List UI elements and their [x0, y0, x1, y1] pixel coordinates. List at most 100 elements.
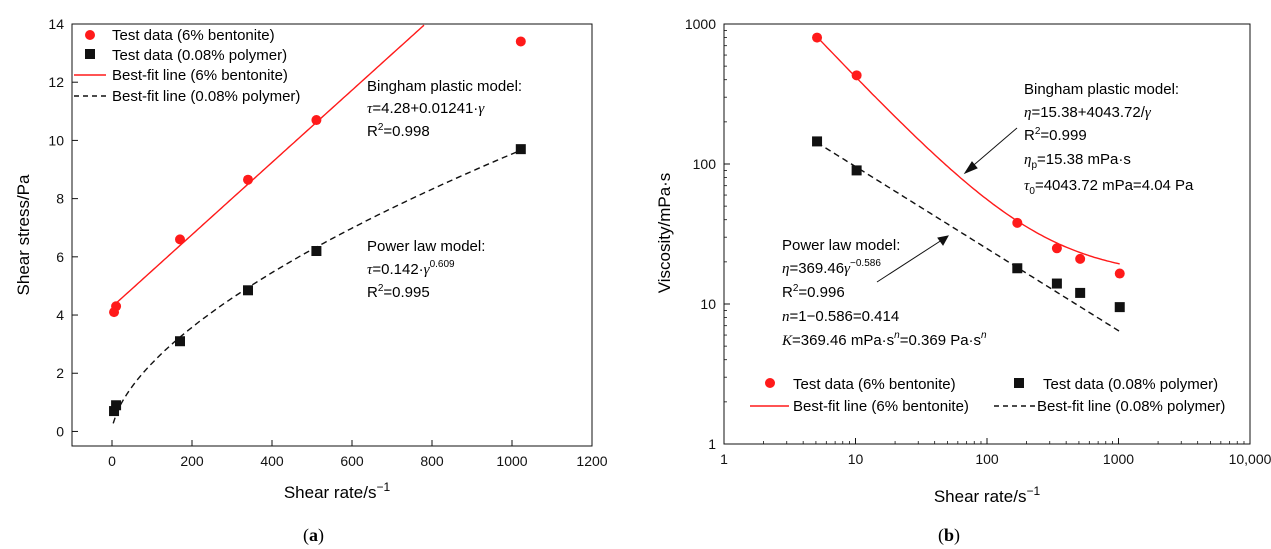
- annotation-equation: η=15.38+4043.72/γ: [1024, 104, 1152, 121]
- annotation-title: Power law model:: [782, 237, 900, 254]
- data-point-polymer: [1075, 287, 1086, 298]
- panel-a-caption: (a): [303, 525, 324, 546]
- data-point-polymer: [1114, 302, 1125, 313]
- panel-b-x-axis-label: Shear rate/s−1: [934, 484, 1041, 506]
- annotation-r2: R2=0.996: [782, 283, 845, 301]
- panel-b-bingham-annotation: Bingham plastic model: η=15.38+4043.72/γ…: [1024, 81, 1194, 197]
- data-point-bentonite: [1114, 268, 1125, 279]
- x-tick-label: 10,000: [1229, 451, 1271, 467]
- panel-b-caption: (b): [938, 525, 960, 546]
- data-point-polymer: [851, 165, 862, 176]
- legend-label-bentonite: Test data (6% bentonite): [793, 376, 956, 393]
- panel-b-power-annotation: Power law model: η=369.46γ−0.586 R2=0.99…: [781, 237, 987, 349]
- data-point-bentonite: [1075, 253, 1086, 264]
- data-point-polymer: [812, 136, 823, 147]
- data-point-bentonite: [1012, 217, 1023, 228]
- annotation-r2: R2=0.999: [1024, 126, 1087, 144]
- data-point-bentonite: [1051, 243, 1062, 254]
- y-tick-label: 100: [693, 156, 717, 172]
- y-tick-label: 1: [708, 436, 716, 452]
- arrow-power-head: [937, 235, 949, 246]
- panel-b-legend: Test data (6% bentonite) Test data (0.08…: [750, 376, 1225, 415]
- x-tick-label: 1200: [576, 453, 607, 469]
- data-point-polymer: [109, 406, 120, 417]
- y-tick-label: 6: [56, 249, 64, 265]
- legend-marker-bentonite: [765, 378, 775, 388]
- annotation-equation: η=369.46γ−0.586: [782, 258, 881, 277]
- annotation-k: K=369.46 mPa·sn=0.369 Pa·sn: [781, 330, 987, 349]
- arrow-bingham: [967, 127, 1018, 171]
- y-tick-label: 10: [48, 132, 64, 148]
- panel-b-y-axis-label: Viscosity/mPa·s: [655, 173, 674, 294]
- panel-a-bingham-annotation: Bingham plastic model: τ=4.28+0.01241·γ …: [367, 78, 522, 140]
- caption-letter-b: b: [944, 525, 954, 545]
- y-tick-label: 4: [56, 307, 64, 323]
- fit-line-bentonite: [816, 36, 1120, 265]
- x-tick-label: 600: [340, 453, 364, 469]
- x-tick-label: 1000: [1103, 451, 1134, 467]
- panel-b: 1 10 100 1000 10,000 1 10 100 1000 Bingham plast…: [655, 16, 1271, 546]
- panel-b-arrows: [876, 127, 1018, 283]
- x-tick-label: 200: [180, 453, 204, 469]
- legend-label-fit-bentonite: Best-fit line (6% bentonite): [793, 398, 969, 415]
- data-point-bentonite: [243, 174, 253, 185]
- annotation-title: Power law model:: [367, 238, 485, 255]
- annotation-title: Bingham plastic model:: [367, 78, 522, 95]
- annotation-eta-p: ηp=15.38 mPa·s: [1024, 151, 1131, 171]
- legend-label-fit-polymer: Best-fit line (0.08% polymer): [112, 88, 300, 105]
- y-tick-label: 14: [48, 16, 64, 32]
- fit-line-polymer: [112, 149, 522, 424]
- annotation-equation: τ=0.142·γ0.609: [367, 259, 455, 278]
- y-tick-label: 12: [48, 74, 64, 90]
- panel-a-y-axis-label: Shear stress/Pa: [14, 174, 33, 295]
- x-tick-label: 10: [848, 451, 864, 467]
- y-tick-label: 10: [700, 296, 716, 312]
- arrow-power: [876, 237, 946, 283]
- panel-a-legend: Test data (6% bentonite) Test data (0.08…: [74, 27, 300, 105]
- panel-a-marks: 0 200 400 600 800 1000 1200 0 2 4 6 8 10 12 14: [48, 16, 607, 469]
- legend-marker-polymer: [85, 49, 95, 59]
- panel-a: 0 200 400 600 800 1000 1200 0 2 4 6 8 10 12 14 Test da…: [14, 16, 608, 546]
- data-point-bentonite: [111, 301, 122, 312]
- data-point-bentonite: [812, 32, 823, 43]
- legend-label-fit-bentonite: Best-fit line (6% bentonite): [112, 67, 288, 84]
- data-point-polymer: [243, 285, 253, 296]
- data-point-bentonite: [311, 115, 322, 126]
- panel-a-power-annotation: Power law model: τ=0.142·γ0.609 R2=0.995: [367, 238, 485, 301]
- annotation-title: Bingham plastic model:: [1024, 81, 1179, 98]
- data-point-polymer: [311, 246, 322, 257]
- y-tick-label: 2: [56, 365, 64, 381]
- y-tick-label: 8: [56, 191, 64, 207]
- x-tick-label: 400: [260, 453, 284, 469]
- annotation-r2: R2=0.995: [367, 283, 430, 301]
- legend-marker-bentonite: [85, 30, 95, 40]
- data-point-bentonite: [175, 234, 185, 245]
- legend-marker-polymer: [1014, 378, 1024, 388]
- data-point-bentonite: [851, 70, 862, 81]
- legend-label-bentonite: Test data (6% bentonite): [112, 27, 275, 44]
- data-point-polymer: [1051, 278, 1062, 289]
- x-tick-label: 100: [975, 451, 999, 467]
- data-point-polymer: [111, 400, 122, 411]
- data-point-polymer: [515, 144, 526, 155]
- x-tick-label: 0: [108, 453, 116, 469]
- arrow-bingham-head: [963, 161, 978, 175]
- y-tick-label: 1000: [685, 16, 716, 32]
- annotation-tau-0: τ0=4043.72 mPa=4.04 Pa: [1024, 177, 1194, 197]
- legend-label-polymer: Test data (0.08% polymer): [1043, 376, 1218, 393]
- data-point-polymer: [1012, 263, 1023, 274]
- fit-line-bentonite: [111, 24, 425, 308]
- panel-a-plot-frame: [71, 23, 593, 447]
- annotation-n: n=1−0.586=0.414: [782, 308, 899, 325]
- y-tick-label: 0: [56, 423, 64, 439]
- annotation-equation: τ=4.28+0.01241·γ: [367, 100, 485, 117]
- annotation-r2: R2=0.998: [367, 122, 430, 140]
- legend-label-fit-polymer: Best-fit line (0.08% polymer): [1037, 398, 1225, 415]
- data-point-polymer: [175, 336, 185, 347]
- panel-b-marks: 1 10 100 1000 10,000 1 10 100 1000: [685, 16, 1271, 467]
- x-tick-label: 1000: [496, 453, 527, 469]
- x-tick-label: 1: [720, 451, 728, 467]
- legend-label-polymer: Test data (0.08% polymer): [112, 47, 287, 64]
- data-point-bentonite: [515, 36, 526, 47]
